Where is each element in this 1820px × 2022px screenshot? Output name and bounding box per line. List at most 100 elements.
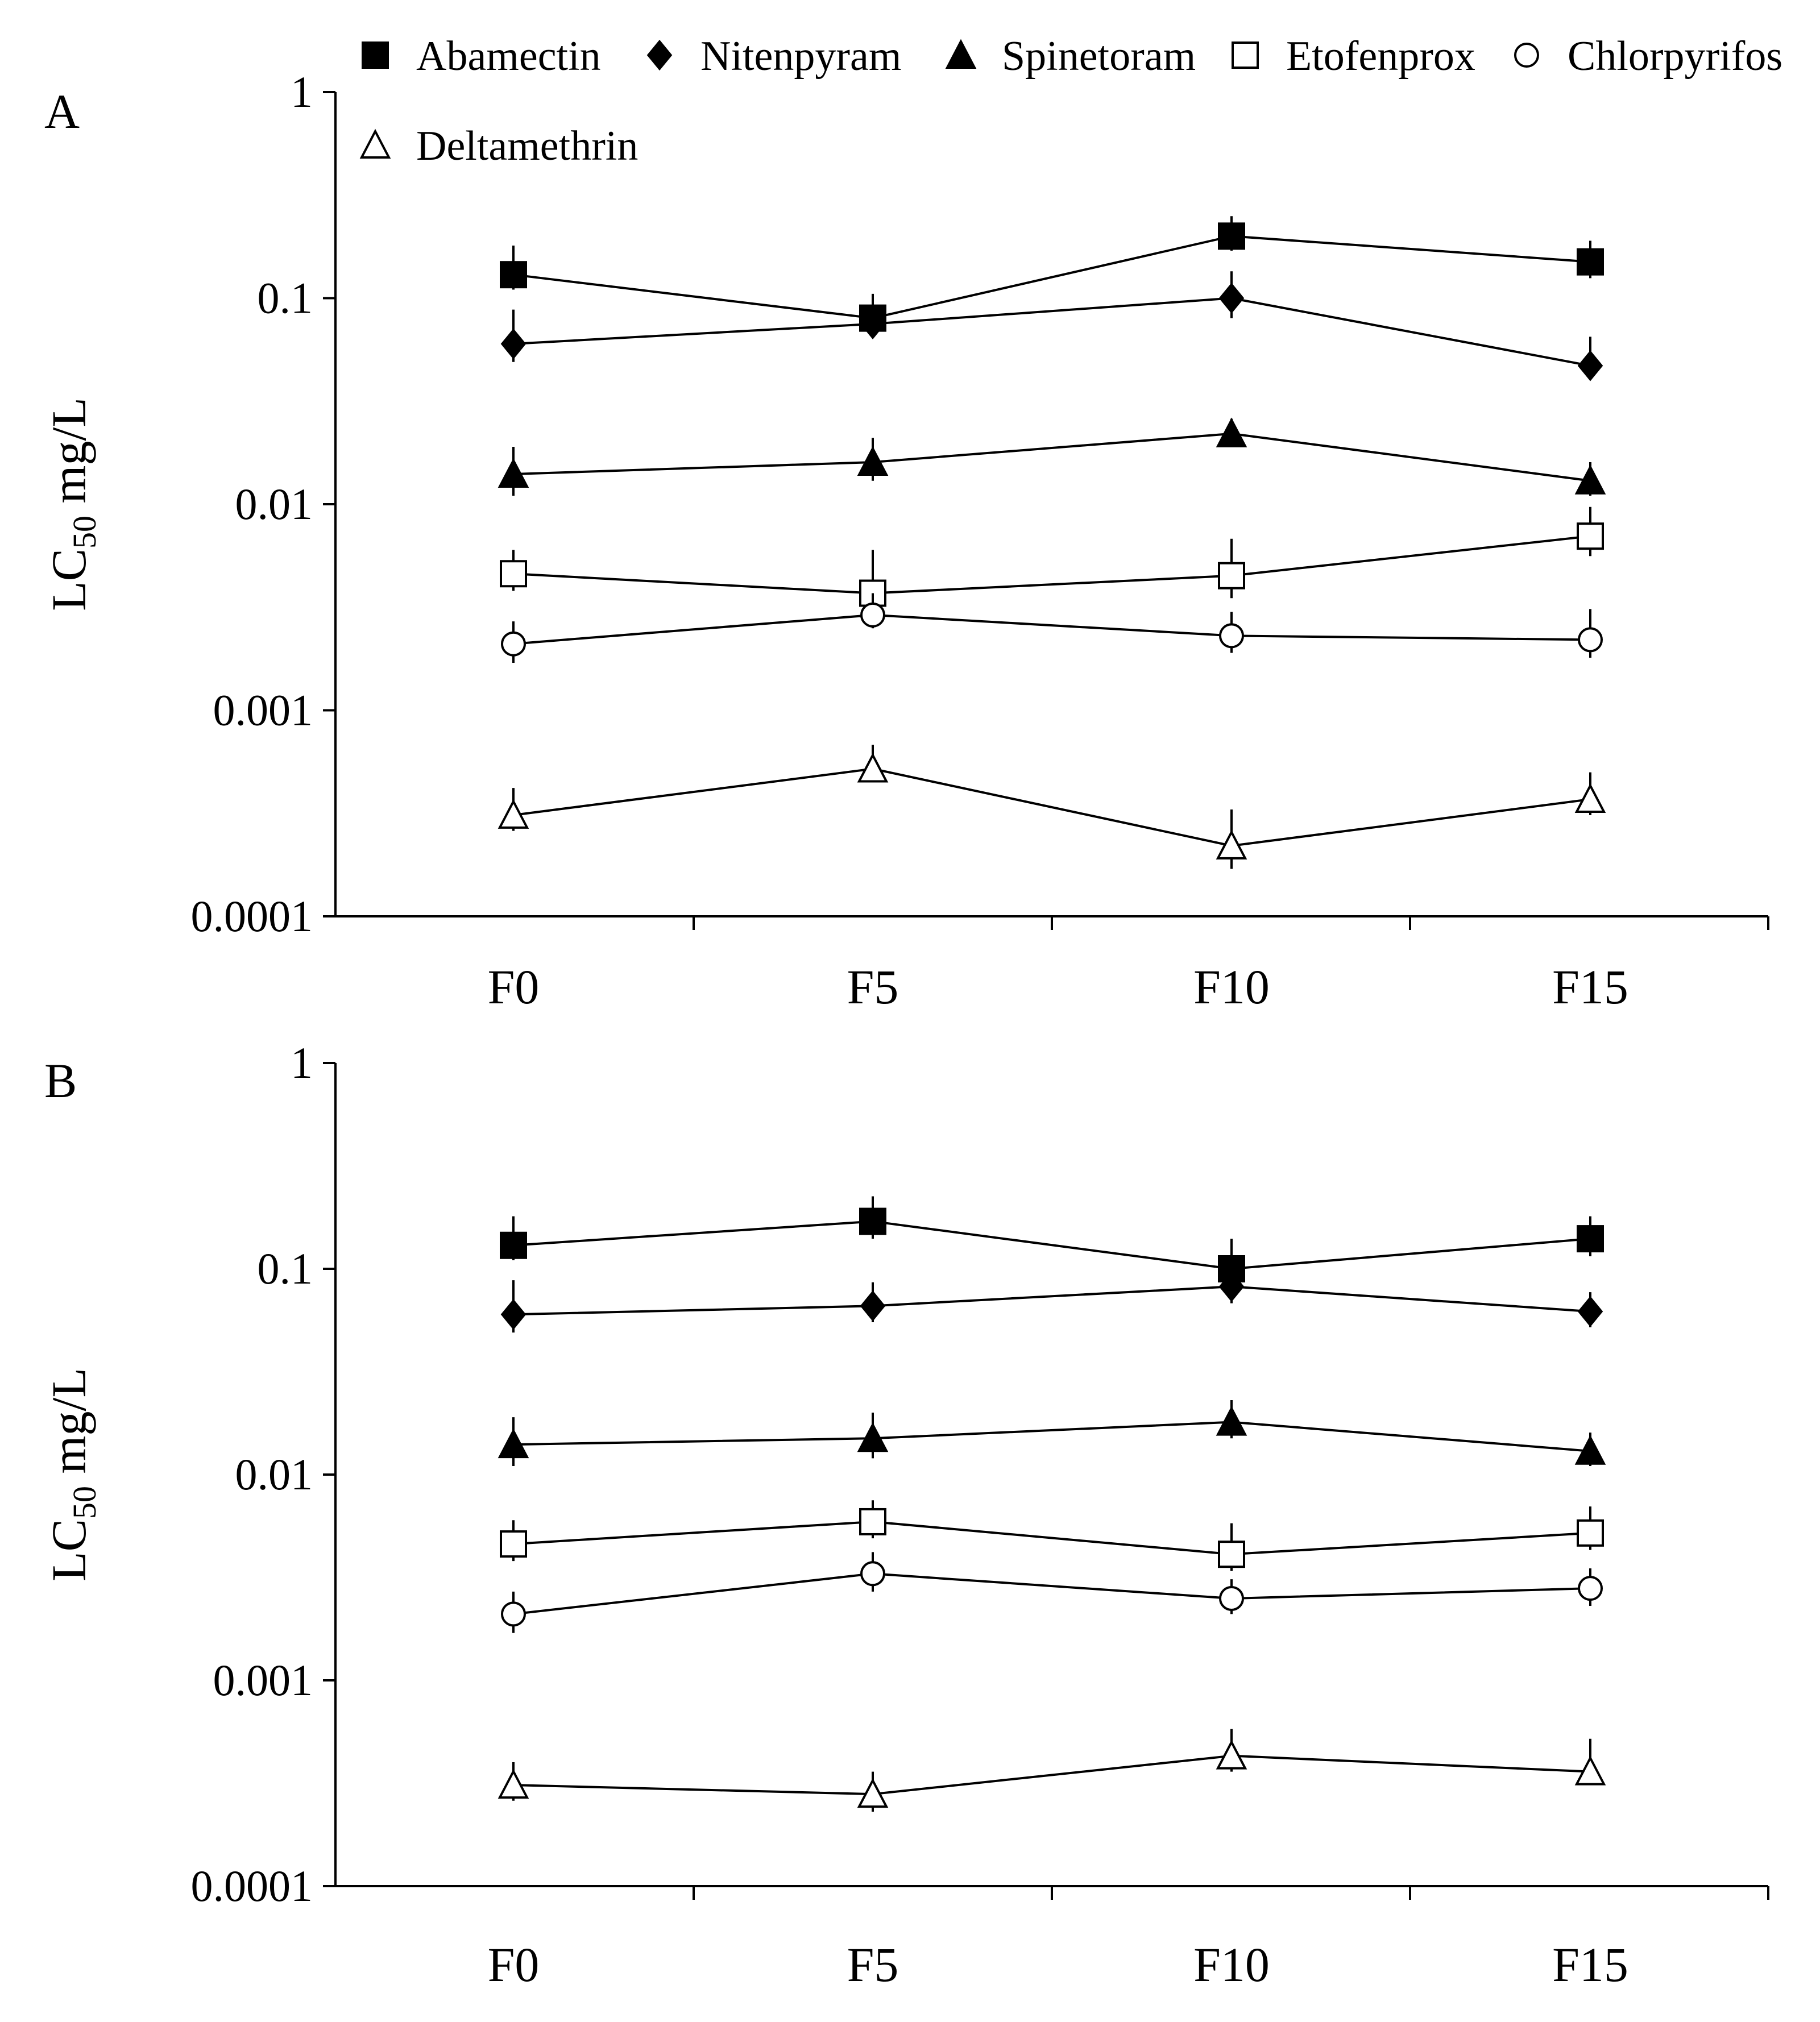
- legend-item-etofenprox: Etofenprox: [1232, 33, 1475, 80]
- y-axis-label: LC50 mg/L: [42, 397, 103, 611]
- legend-item-spinetoram: Spinetoram: [945, 33, 1196, 80]
- panel-b: B LC50 mg/L 1 0.1 0.01 0.001 0.0001 F0 F5 F10 F15: [42, 1038, 1769, 1992]
- x-tick-label-f10: F10: [1193, 1937, 1270, 1992]
- data-point-abamectin-f5: [859, 1207, 886, 1235]
- x-tick-label-f5: F5: [847, 960, 899, 1014]
- series-line-abamectin: [513, 1220, 1591, 1271]
- y-axis-label-sub: 50: [66, 1486, 103, 1519]
- data-point-etofenprox-f10: [1218, 1541, 1245, 1568]
- legend-item-nitenpyram: Nitenpyram: [646, 33, 901, 80]
- series-etofenprox: [500, 506, 1604, 612]
- legend-label-chlorpyrifos: Chlorpyrifos: [1568, 33, 1782, 80]
- series-etofenprox: [500, 1500, 1604, 1571]
- data-point-chlorpyrifos-f0: [501, 631, 526, 657]
- y-tick-label: 0.1: [258, 273, 313, 323]
- data-point-etofenprox-f15: [1577, 1519, 1604, 1547]
- data-point-deltamethrin-f10: [1216, 1739, 1247, 1770]
- series-abamectin: [500, 216, 1604, 332]
- y-tick-label: 0.001: [213, 686, 313, 735]
- data-point-chlorpyrifos-f5: [860, 1561, 885, 1587]
- data-point-deltamethrin-f0: [498, 799, 529, 829]
- data-point-deltamethrin-f15: [1574, 1755, 1606, 1786]
- y-tick-label: 0.0001: [191, 1861, 313, 1911]
- data-point-spinetoram-f5: [857, 1422, 889, 1452]
- data-point-etofenprox-f0: [500, 560, 527, 588]
- data-point-deltamethrin-f15: [1574, 783, 1606, 813]
- data-point-nitenpyram-f5: [860, 308, 886, 339]
- series-line-spinetoram: [513, 432, 1591, 482]
- panel-label: A: [44, 84, 80, 139]
- data-point-spinetoram-f0: [498, 458, 529, 488]
- y-axis-label-main: LC: [42, 1519, 96, 1581]
- legend-label-nitenpyram: Nitenpyram: [700, 33, 901, 80]
- series-line-chlorpyrifos: [513, 1572, 1591, 1616]
- data-point-chlorpyrifos-f15: [1578, 627, 1603, 653]
- series-line-deltamethrin: [513, 1754, 1591, 1796]
- x-tick-label-f0: F0: [488, 1937, 540, 1992]
- y-tick-label: 1: [291, 67, 313, 117]
- y-tick-label: 0.1: [258, 1244, 313, 1293]
- series-line-nitenpyram: [513, 1285, 1591, 1316]
- legend-marker-etofenprox: [1232, 41, 1259, 69]
- data-point-chlorpyrifos-f5: [860, 602, 885, 628]
- x-tick-label-f0: F0: [488, 960, 540, 1014]
- legend-marker-nitenpyram: [646, 39, 673, 71]
- data-point-chlorpyrifos-f10: [1219, 1585, 1244, 1611]
- data-point-etofenprox-f5: [859, 1508, 886, 1535]
- data-point-abamectin-f15: [1577, 248, 1604, 276]
- data-point-etofenprox-f10: [1218, 562, 1245, 589]
- series-nitenpyram: [500, 271, 1603, 381]
- series-abamectin: [500, 1196, 1604, 1287]
- data-point-spinetoram-f15: [1574, 464, 1606, 495]
- legend-label-deltamethrin: Deltamethrin: [416, 123, 638, 169]
- data-point-chlorpyrifos-f0: [501, 1601, 526, 1627]
- series-line-deltamethrin: [513, 767, 1591, 847]
- x-tick-label-f15: F15: [1552, 960, 1628, 1014]
- series-line-abamectin: [513, 235, 1591, 319]
- series-line-spinetoram: [513, 1421, 1591, 1452]
- y-tick-label: 0.01: [235, 1450, 313, 1499]
- y-axis-label-main: LC: [42, 549, 96, 611]
- data-point-nitenpyram-f5: [860, 1290, 886, 1322]
- data-point-nitenpyram-f15: [1577, 350, 1603, 381]
- data-point-spinetoram-f10: [1216, 1406, 1247, 1436]
- series-nitenpyram: [500, 1269, 1603, 1333]
- data-point-chlorpyrifos-f10: [1219, 623, 1244, 649]
- data-point-etofenprox-f15: [1577, 522, 1604, 550]
- series-deltamethrin: [498, 1729, 1606, 1812]
- data-point-abamectin-f0: [500, 261, 527, 289]
- panel-label: B: [44, 1053, 77, 1108]
- data-point-abamectin-f10: [1218, 222, 1245, 250]
- data-point-abamectin-f15: [1577, 1225, 1604, 1253]
- legend-marker-deltamethrin: [359, 128, 391, 159]
- data-point-spinetoram-f15: [1574, 1435, 1606, 1465]
- data-point-deltamethrin-f10: [1216, 829, 1247, 860]
- legend-item-chlorpyrifos: Chlorpyrifos: [1514, 33, 1782, 80]
- x-tick-label-f5: F5: [847, 1937, 899, 1992]
- legend-item-abamectin: Abamectin: [362, 33, 601, 80]
- series-line-etofenprox: [513, 535, 1591, 595]
- data-point-deltamethrin-f5: [857, 753, 889, 783]
- legend: Abamectin Nitenpyram Spinetoram Etofenprox C…: [359, 33, 1782, 169]
- data-point-nitenpyram-f10: [1218, 283, 1245, 314]
- data-point-deltamethrin-f5: [857, 1778, 889, 1808]
- data-point-spinetoram-f0: [498, 1428, 529, 1459]
- data-point-nitenpyram-f0: [500, 1299, 526, 1330]
- legend-item-deltamethrin: Deltamethrin: [359, 123, 638, 169]
- series-chlorpyrifos: [501, 1552, 1603, 1633]
- legend-marker-abamectin: [362, 41, 389, 69]
- series-line-nitenpyram: [513, 297, 1591, 367]
- legend-marker-spinetoram: [945, 39, 977, 69]
- y-tick-label: 0.01: [235, 479, 313, 529]
- y-axis-label-unit: mg/L: [42, 1368, 96, 1486]
- data-point-nitenpyram-f0: [500, 328, 526, 360]
- legend-label-etofenprox: Etofenprox: [1286, 33, 1475, 80]
- data-point-nitenpyram-f10: [1218, 1271, 1245, 1302]
- data-point-spinetoram-f10: [1216, 417, 1247, 447]
- y-axis-label: LC50 mg/L: [42, 1368, 103, 1581]
- series-chlorpyrifos: [501, 593, 1603, 663]
- series-deltamethrin: [498, 745, 1606, 869]
- y-tick-label: 0.0001: [191, 891, 313, 941]
- legend-marker-chlorpyrifos: [1514, 43, 1539, 68]
